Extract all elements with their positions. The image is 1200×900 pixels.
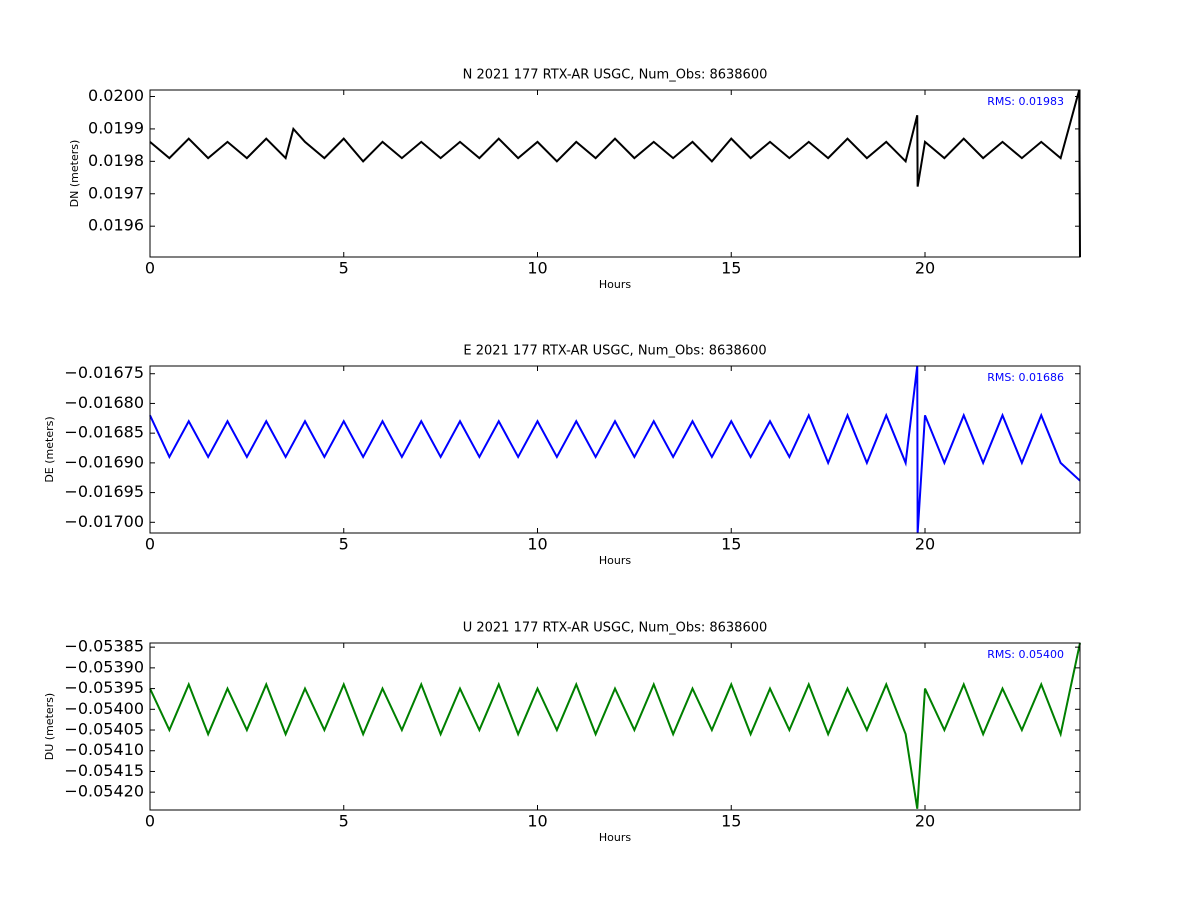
y-tick-label: −0.01690 xyxy=(64,452,144,471)
subplot-title: N 2021 177 RTX-AR USGC, Num_Obs: 8638600 xyxy=(463,68,768,83)
y-tick-label: −0.01680 xyxy=(64,393,144,412)
x-axis-label: Hours xyxy=(599,554,631,567)
y-tick-label: 0.0198 xyxy=(88,151,144,170)
y-tick-label: −0.01675 xyxy=(64,363,144,382)
x-tick-label: 0 xyxy=(145,812,155,831)
x-axis-label: Hours xyxy=(599,278,631,291)
y-tick-label: −0.05385 xyxy=(64,637,144,656)
data-line xyxy=(149,365,1081,534)
x-tick-label: 0 xyxy=(145,535,155,554)
y-tick-label: −0.05400 xyxy=(64,699,144,718)
rms-annotation: RMS: 0.05400 xyxy=(987,648,1064,661)
y-tick-label: −0.01700 xyxy=(64,512,144,531)
rms-annotation: RMS: 0.01686 xyxy=(987,371,1064,384)
data-line xyxy=(149,642,1081,809)
y-tick-label: −0.05390 xyxy=(64,657,144,676)
plot-frame xyxy=(149,365,1081,534)
x-tick-label: 20 xyxy=(915,259,935,278)
y-axis-label: DU (meters) xyxy=(43,693,56,760)
x-tick-label: 15 xyxy=(721,259,741,278)
subplot-title: E 2021 177 RTX-AR USGC, Num_Obs: 8638600 xyxy=(463,344,766,359)
y-tick-label: 0.0200 xyxy=(88,86,144,105)
y-axis-label: DN (meters) xyxy=(68,140,81,208)
rms-annotation: RMS: 0.01983 xyxy=(987,95,1064,108)
x-tick-label: 5 xyxy=(339,535,349,554)
x-tick-label: 10 xyxy=(527,535,547,554)
x-tick-label: 10 xyxy=(527,259,547,278)
plot-frame xyxy=(149,89,1081,258)
y-tick-label: −0.05410 xyxy=(64,740,144,759)
y-tick-label: 0.0196 xyxy=(88,216,144,235)
y-tick-label: 0.0199 xyxy=(88,118,144,137)
plot-frame xyxy=(149,642,1081,811)
y-tick-label: −0.01695 xyxy=(64,482,144,501)
x-tick-label: 10 xyxy=(527,812,547,831)
x-tick-label: 15 xyxy=(721,535,741,554)
x-axis-label: Hours xyxy=(599,831,631,844)
y-tick-label: −0.05415 xyxy=(64,761,144,780)
x-tick-label: 20 xyxy=(915,535,935,554)
x-tick-label: 15 xyxy=(721,812,741,831)
y-tick-label: 0.0197 xyxy=(88,183,144,202)
x-tick-label: 5 xyxy=(339,812,349,831)
x-tick-label: 5 xyxy=(339,259,349,278)
x-tick-label: 20 xyxy=(915,812,935,831)
y-tick-label: −0.01685 xyxy=(64,423,144,442)
y-tick-label: −0.05405 xyxy=(64,720,144,739)
y-tick-label: −0.05420 xyxy=(64,782,144,801)
y-axis-label: DE (meters) xyxy=(43,416,56,482)
subplot-title: U 2021 177 RTX-AR USGC, Num_Obs: 8638600 xyxy=(463,621,768,636)
y-tick-label: −0.05395 xyxy=(64,678,144,697)
data-line xyxy=(149,89,1081,258)
x-tick-label: 0 xyxy=(145,259,155,278)
